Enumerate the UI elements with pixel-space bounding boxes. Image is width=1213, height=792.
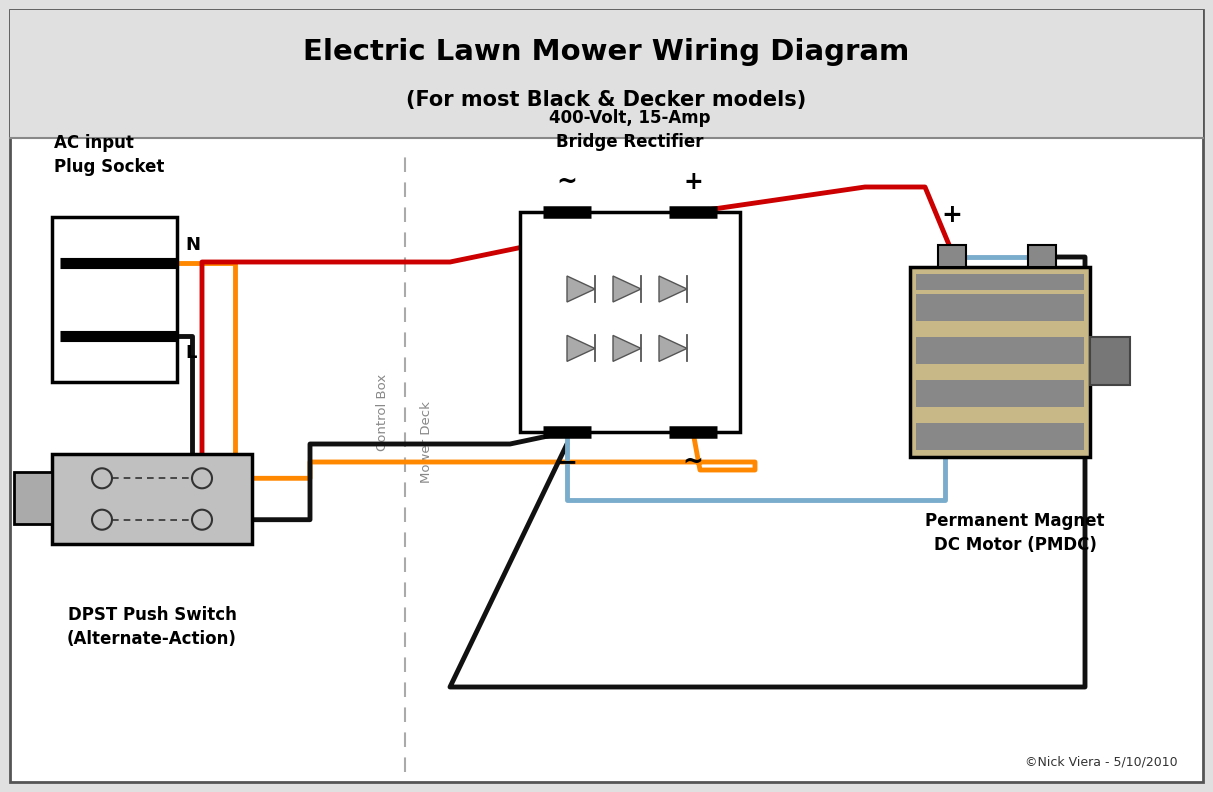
Text: +: + [941,203,962,227]
Text: −: − [557,450,577,474]
Text: ~: ~ [557,170,577,194]
Bar [1090,337,1131,385]
Polygon shape [566,335,596,361]
Text: Electric Lawn Mower Wiring Diagram: Electric Lawn Mower Wiring Diagram [303,38,910,66]
Bar [52,454,252,544]
Bar [15,472,52,524]
Text: AC input
Plug Socket: AC input Plug Socket [55,134,165,176]
Polygon shape [659,335,687,361]
Bar [1027,245,1057,267]
Text: N: N [186,236,200,254]
Polygon shape [659,276,687,302]
Text: ~: ~ [683,450,704,474]
Polygon shape [613,276,640,302]
Bar [10,10,1203,138]
Text: Control Box: Control Box [376,373,389,451]
Text: 400-Volt, 15-Amp
Bridge Rectifier: 400-Volt, 15-Amp Bridge Rectifier [549,109,711,150]
Bar [916,274,1084,290]
Bar [916,337,1084,364]
Bar [916,423,1084,450]
Bar [916,380,1084,407]
Polygon shape [613,335,640,361]
Text: Mower Deck: Mower Deck [421,401,433,483]
Polygon shape [566,276,596,302]
Bar [938,245,966,267]
Text: DPST Push Switch
(Alternate-Action): DPST Push Switch (Alternate-Action) [67,606,237,648]
Bar [916,294,1084,321]
Text: ©Nick Viera - 5/10/2010: ©Nick Viera - 5/10/2010 [1025,756,1178,768]
Bar [52,217,177,382]
Text: L: L [186,344,197,362]
Text: +: + [683,170,702,194]
Text: Permanent Magnet
DC Motor (PMDC): Permanent Magnet DC Motor (PMDC) [926,512,1105,554]
Bar [520,212,740,432]
Text: (For most Black & Decker models): (For most Black & Decker models) [406,90,807,110]
Bar [910,267,1090,457]
